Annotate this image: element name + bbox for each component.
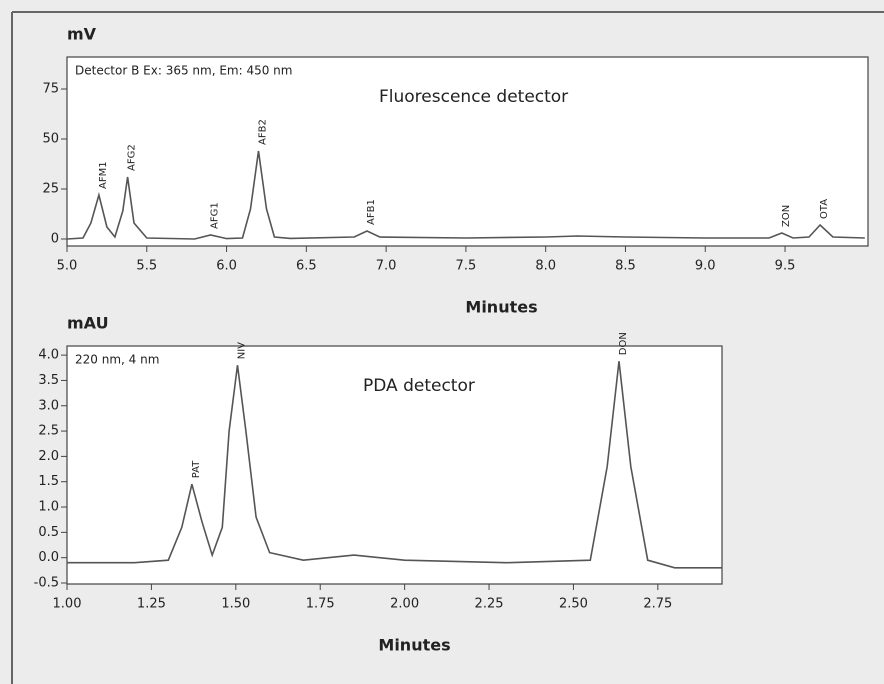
x-tick-label: 9.0 [695,259,716,274]
x-tick-label: 2.50 [559,597,588,612]
y-tick-label: 2.5 [38,424,59,439]
peak-label: AFG2 [127,144,138,171]
y-tick-label: 1.5 [38,474,59,489]
x-tick-label: 1.00 [53,597,82,612]
y-axis-label: mAU [67,314,109,333]
plot-area [66,345,723,585]
y-tick-label: 0.0 [38,550,59,565]
y-tick-label: 4.0 [38,348,59,363]
peak-label: AFM1 [98,161,109,189]
x-tick-label: 7.5 [456,259,477,274]
y-tick-label: 25 [42,182,59,197]
x-axis-label: Minutes [378,636,450,655]
y-tick-label: 1.0 [38,500,59,515]
x-axis-label: Minutes [465,298,537,317]
trace [67,361,722,569]
x-tick-label: 9.5 [775,259,796,274]
x-tick-label: 6.5 [296,259,317,274]
x-tick-label: 2.25 [475,597,504,612]
y-tick-label: 50 [42,132,59,147]
x-tick-label: 6.0 [216,259,237,274]
chart-title: PDA detector [363,376,475,396]
peak-label: NIV [237,342,248,359]
x-tick-label: 1.75 [306,597,335,612]
y-tick-label: 3.0 [38,398,59,413]
y-axis-label: mV [67,25,97,44]
y-tick-label: -0.5 [34,575,59,590]
peak-label: ZON [781,205,792,227]
x-tick-label: 1.50 [221,597,250,612]
subtitle: 220 nm, 4 nm [75,353,159,367]
peak-label: PAT [191,460,202,478]
peak-label: OTA [819,199,830,219]
x-tick-label: 2.00 [390,597,419,612]
peak-label: DON [618,332,629,355]
y-tick-label: 0.5 [38,525,59,540]
x-tick-label: 5.5 [136,259,157,274]
peak-label: AFB1 [366,199,377,225]
y-tick-label: 3.5 [38,373,59,388]
plot-area [66,56,869,247]
trace [66,150,865,240]
chart-title: Fluorescence detector [379,87,568,107]
subtitle: Detector B Ex: 365 nm, Em: 450 nm [75,64,292,78]
x-tick-label: 1.25 [137,597,166,612]
x-tick-label: 2.75 [643,597,672,612]
x-tick-label: 8.5 [615,259,636,274]
x-tick-label: 8.0 [535,259,556,274]
x-tick-label: 7.0 [376,259,397,274]
y-tick-label: 75 [42,82,59,97]
x-tick-label: 5.0 [57,259,78,274]
y-tick-label: 2.0 [38,449,59,464]
y-tick-label: 0 [51,232,59,247]
peak-label: AFG1 [210,202,221,229]
peak-label: AFB2 [257,119,268,145]
